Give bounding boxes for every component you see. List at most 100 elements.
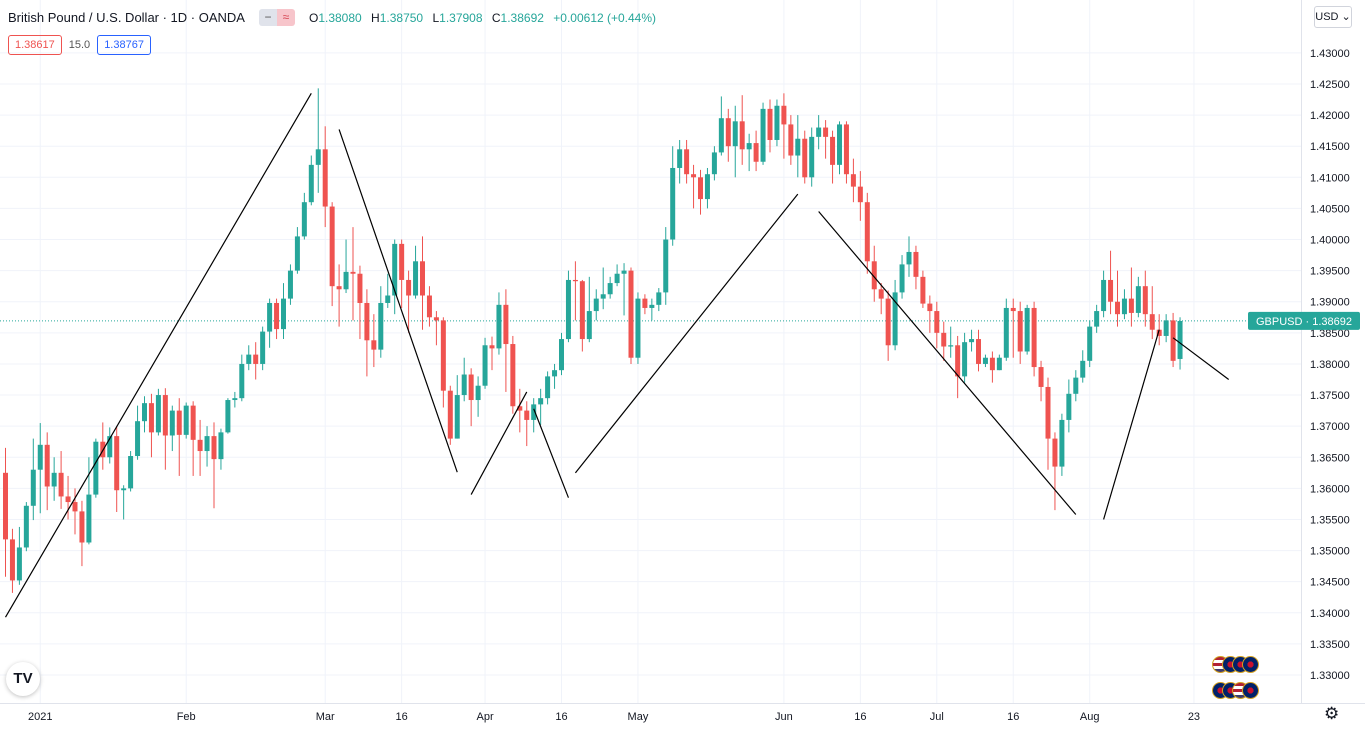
- candle-body: [753, 143, 759, 162]
- candle-body: [72, 502, 78, 512]
- candle-body: [816, 127, 822, 137]
- candle-body: [621, 270, 627, 274]
- close-label: C: [491, 10, 501, 25]
- x-tick-label: May: [628, 711, 649, 723]
- symbol-title[interactable]: British Pound / U.S. Dollar · 1D · OANDA: [8, 10, 245, 25]
- candle-body: [1024, 307, 1030, 352]
- candle-body: [1066, 393, 1072, 420]
- trend-line[interactable]: [818, 211, 1077, 515]
- x-tick-label: 23: [1188, 711, 1200, 723]
- candle-body: [1128, 298, 1134, 313]
- candle-body: [684, 149, 690, 175]
- candle-body: [378, 302, 384, 350]
- candle-body: [211, 436, 217, 460]
- wave-icon[interactable]: ≈: [276, 9, 295, 26]
- y-tick-label: 1.42000: [1310, 110, 1350, 122]
- candle-body: [572, 279, 578, 282]
- indicator-toggle[interactable]: − ≈: [258, 9, 295, 26]
- candle-body: [802, 138, 808, 178]
- trend-line[interactable]: [338, 129, 458, 473]
- candle-body: [1170, 320, 1176, 361]
- x-tick-label: Apr: [476, 711, 493, 723]
- spread-panel: 1.38617 15.0 1.38767: [8, 35, 151, 55]
- candle-body: [850, 174, 856, 187]
- candle-body: [545, 376, 551, 399]
- candle-body: [246, 354, 252, 364]
- y-tick-label: 1.36500: [1310, 452, 1350, 464]
- x-tick-label: 16: [396, 711, 408, 723]
- candle-body: [725, 118, 731, 147]
- candle-body: [128, 456, 134, 489]
- currency-flags-icon[interactable]: [1212, 656, 1259, 704]
- candle-body: [301, 202, 307, 237]
- ohlc-values: O1.38080 H1.38750 L1.37908 C1.38692 +0.0…: [303, 11, 656, 25]
- candle-body: [1010, 307, 1016, 312]
- candle-body: [948, 345, 954, 347]
- y-tick-label: 1.42500: [1310, 79, 1350, 91]
- candle-body: [600, 294, 606, 299]
- candle-body: [294, 236, 300, 271]
- trend-line[interactable]: [470, 391, 528, 495]
- candle-body: [955, 345, 961, 377]
- candle-body: [190, 405, 196, 440]
- trend-line[interactable]: [533, 408, 570, 498]
- candle-body: [114, 436, 120, 491]
- candle-body: [44, 444, 50, 487]
- candle-body: [1038, 367, 1044, 387]
- candle-body: [927, 303, 933, 312]
- candle-body: [732, 121, 738, 147]
- tradingview-logo[interactable]: TV: [6, 662, 40, 696]
- bid-button[interactable]: 1.38617: [8, 35, 62, 55]
- candle-body: [322, 149, 328, 207]
- currency-select[interactable]: USD ⌄: [1314, 6, 1352, 28]
- candle-body: [934, 311, 940, 333]
- candle-body: [475, 385, 481, 401]
- candle-body: [315, 149, 321, 165]
- low-label: L: [432, 10, 440, 25]
- x-tick-label: 2021: [28, 711, 52, 723]
- current-price-label: [1248, 311, 1360, 330]
- candle-body: [795, 138, 801, 156]
- candle-body: [239, 363, 245, 399]
- trend-line[interactable]: [1172, 337, 1230, 380]
- y-tick-label: 1.35500: [1310, 514, 1350, 526]
- candle-body: [350, 271, 356, 274]
- candle-body: [426, 295, 432, 318]
- y-tick-label: 1.36000: [1310, 483, 1350, 495]
- trend-line[interactable]: [574, 193, 799, 474]
- candle-body: [982, 357, 988, 364]
- y-tick-label: 1.41500: [1310, 141, 1350, 153]
- minus-icon[interactable]: −: [258, 9, 277, 26]
- trend-line[interactable]: [1103, 329, 1160, 520]
- candle-body: [628, 270, 634, 358]
- candle-body: [37, 444, 43, 470]
- candle-body: [343, 271, 349, 290]
- chart-legend: British Pound / U.S. Dollar · 1D · OANDA…: [8, 9, 656, 26]
- candle-body: [308, 164, 314, 203]
- spread-value: 15.0: [68, 39, 91, 51]
- low-value: 1.37908: [439, 10, 483, 25]
- trend-line[interactable]: [4, 93, 312, 618]
- candle-body: [586, 311, 592, 340]
- change-value: +0.00612 (+0.44%): [553, 10, 657, 25]
- ask-button[interactable]: 1.38767: [97, 35, 151, 55]
- candle-body: [183, 405, 189, 435]
- candle-body: [969, 339, 975, 343]
- candle-body: [579, 281, 585, 340]
- candle-body: [1177, 321, 1183, 359]
- x-tick-label: Feb: [177, 711, 196, 723]
- settings-icon[interactable]: ⚙: [1324, 704, 1340, 723]
- y-tick-label: 1.37500: [1310, 390, 1350, 402]
- candle-body: [552, 370, 558, 377]
- candle-body: [718, 118, 724, 153]
- candle-body: [920, 276, 926, 304]
- candle-body: [906, 251, 912, 265]
- candle-body: [788, 124, 794, 156]
- candle-body: [996, 357, 1002, 371]
- candle-body: [517, 406, 523, 411]
- candle-body: [9, 539, 15, 581]
- candle-body: [1101, 279, 1107, 312]
- candle-body: [593, 298, 599, 312]
- candle-body: [524, 410, 530, 420]
